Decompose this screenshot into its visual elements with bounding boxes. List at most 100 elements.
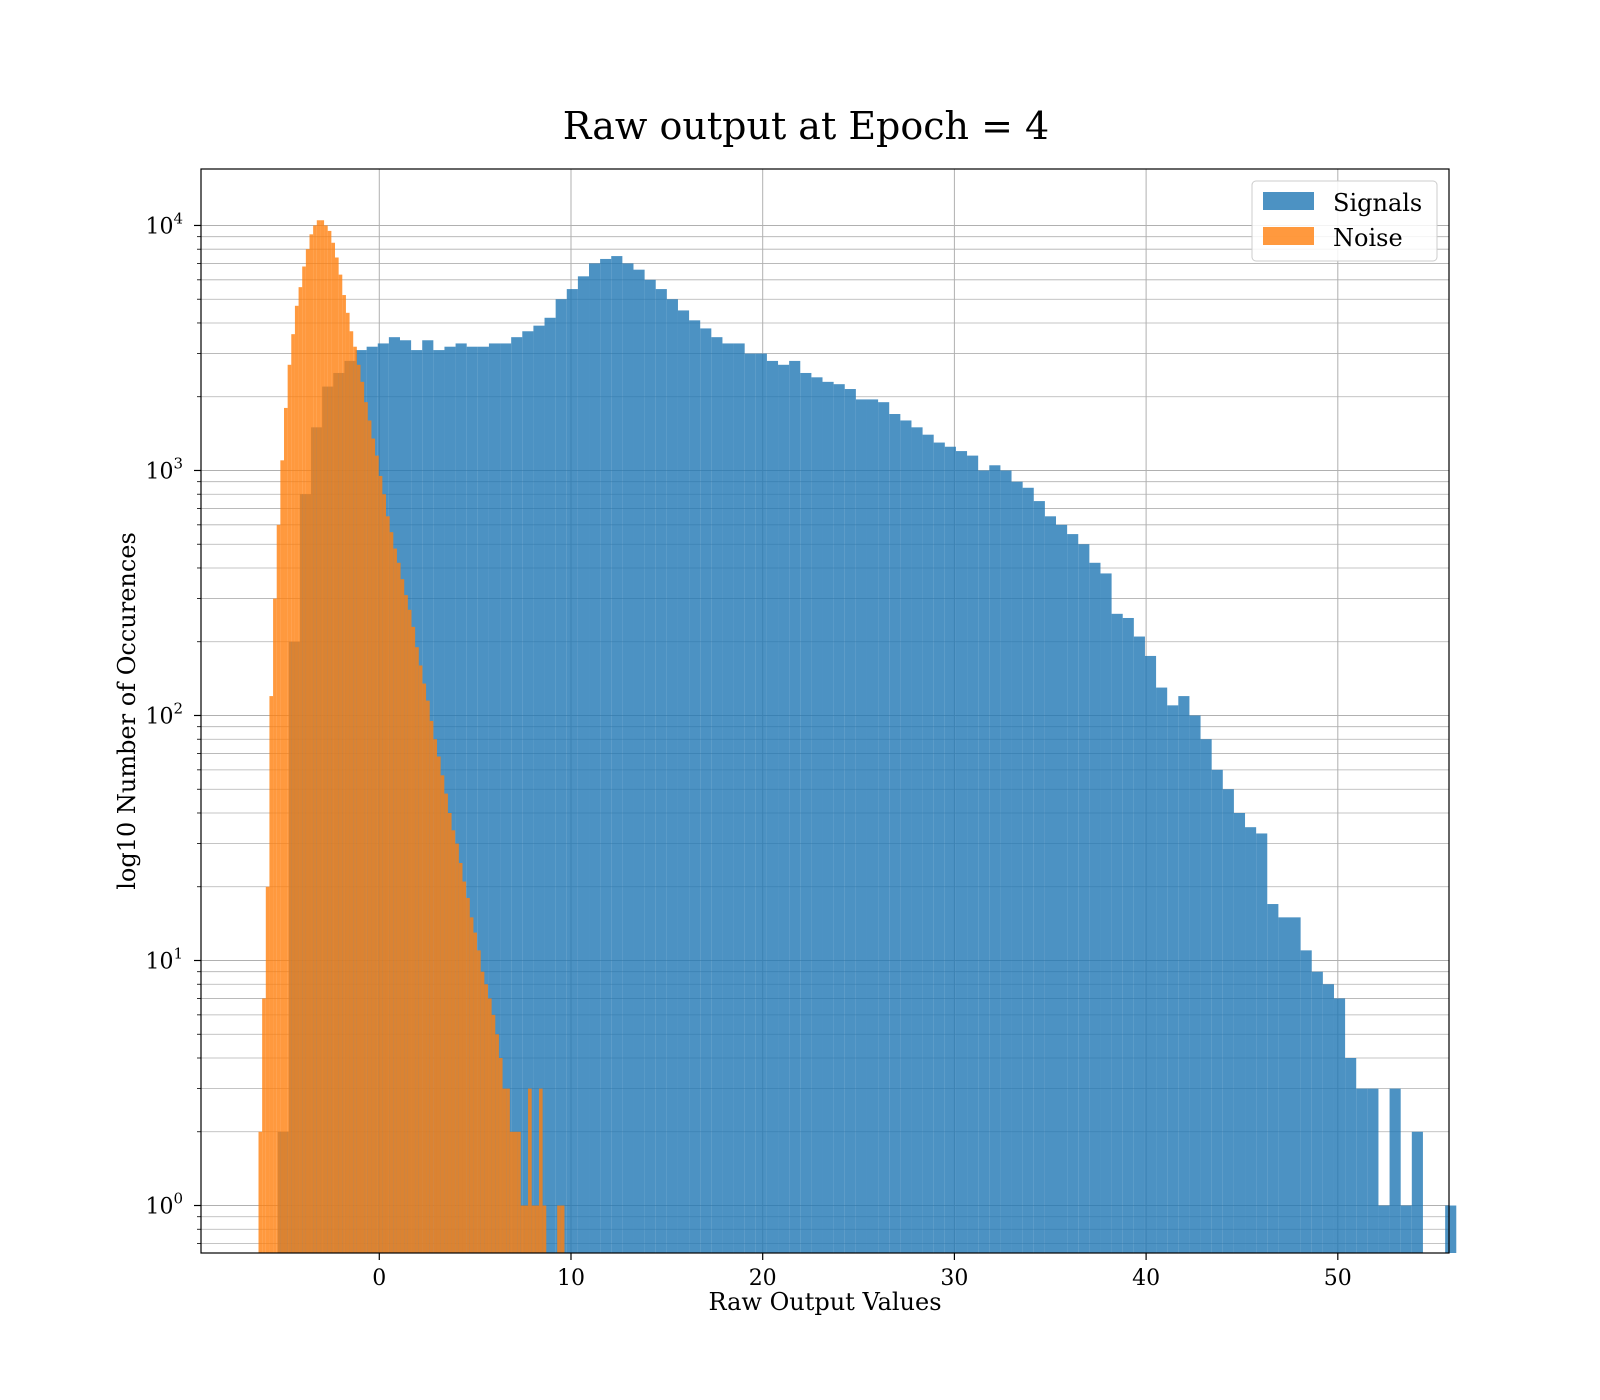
signals-bar: [1022, 487, 1034, 1253]
plot-frame: [200, 168, 1450, 1254]
signals-bar: [922, 434, 934, 1253]
signals-bar: [689, 320, 701, 1254]
signals-bar: [1211, 769, 1223, 1253]
signals-bar: [866, 399, 879, 1254]
noise-bar: [305, 249, 310, 1254]
noise-bar: [455, 843, 459, 1253]
signals-bar: [878, 402, 890, 1253]
signals-bar: [1122, 617, 1134, 1253]
signals-bar: [444, 346, 456, 1253]
noise-bar: [309, 234, 314, 1254]
noise-bar: [528, 1088, 532, 1253]
noise-bar: [411, 626, 416, 1253]
signals-bar: [1167, 705, 1179, 1253]
signals-bar: [1267, 904, 1279, 1253]
noise-bar: [542, 1205, 547, 1253]
signals-bar: [677, 310, 690, 1253]
signals-bar: [1322, 984, 1334, 1253]
signals-bar: [1311, 971, 1323, 1253]
signals-bar: [555, 299, 567, 1253]
signals-bar: [1245, 827, 1257, 1253]
noise-bar: [422, 683, 427, 1253]
legend: Signals Noise: [1251, 180, 1438, 262]
signals-bar: [644, 279, 656, 1253]
noise-bar: [444, 793, 448, 1253]
noise-bar: [331, 242, 336, 1253]
noise-bar: [324, 225, 328, 1254]
signals-bar: [989, 465, 1001, 1253]
signals-bar: [944, 446, 956, 1253]
noise-bar: [342, 295, 346, 1253]
noise-bar: [517, 1131, 521, 1253]
signals-bar: [789, 360, 801, 1253]
noise-bar: [375, 455, 379, 1253]
noise-bar: [404, 595, 408, 1253]
signals-bar: [577, 276, 590, 1254]
noise-bar: [360, 381, 365, 1253]
noise-bar: [276, 524, 281, 1253]
signals-bar: [967, 455, 979, 1253]
noise-bar: [265, 886, 270, 1253]
signals-bar: [766, 360, 779, 1253]
noise-bar: [327, 230, 332, 1254]
y-axis-ticks: 100 101 102 103 104: [145, 209, 201, 1244]
x-tick-label: 0: [372, 1266, 386, 1291]
noise-bar: [316, 220, 321, 1254]
noise-bar: [345, 312, 350, 1253]
noise-bar: [495, 1034, 499, 1253]
noise-bar: [273, 598, 277, 1253]
noise-bar: [349, 331, 354, 1253]
noise-bar: [491, 1014, 496, 1253]
signals-bar: [800, 372, 812, 1253]
signals-bar: [1178, 696, 1190, 1253]
signals-bar: [955, 451, 968, 1253]
noise-bar: [389, 532, 394, 1253]
noise-bar: [338, 274, 343, 1253]
noise-bar: [396, 562, 401, 1253]
noise-bar: [524, 1205, 529, 1253]
signals-bar: [1278, 917, 1290, 1253]
signals-bar: [566, 289, 578, 1253]
signals-bar: [1200, 739, 1212, 1253]
signals-bar: [844, 389, 856, 1253]
signals-bar: [911, 427, 923, 1253]
signals-bar: [1011, 481, 1023, 1254]
signals-bar: [933, 442, 945, 1254]
noise-bar: [367, 420, 372, 1253]
signals-bar: [1333, 998, 1346, 1253]
signals-bar: [500, 343, 512, 1254]
noise-bar: [538, 1088, 543, 1253]
signals-bar: [1189, 715, 1201, 1253]
signals-bar: [733, 343, 745, 1254]
legend-label-signals: Signals: [1333, 189, 1422, 217]
signals-bar: [1078, 544, 1090, 1253]
noise-bar: [418, 665, 423, 1253]
noise-bar: [535, 1205, 539, 1253]
signals-bar: [855, 399, 867, 1254]
signals-bar: [833, 384, 845, 1253]
noise-bar: [433, 739, 437, 1253]
noise-bar: [400, 579, 405, 1253]
y-tick-label: 102: [145, 699, 183, 729]
signals-bar: [900, 420, 912, 1253]
noise-bar: [436, 756, 441, 1253]
signals-bar: [778, 364, 790, 1253]
signals-bar: [1400, 1205, 1412, 1253]
noise-bar: [502, 1088, 507, 1253]
y-tick-label: 104: [145, 209, 183, 239]
x-axis-label: Raw Output Values: [708, 1288, 941, 1316]
noise-bar: [466, 897, 470, 1253]
noise-bar: [440, 775, 445, 1253]
signals-bar: [711, 337, 723, 1253]
noise-bar: [513, 1131, 518, 1253]
signals-bar: [1411, 1131, 1423, 1253]
noise-bar: [451, 830, 456, 1253]
signals-bar: [1033, 501, 1045, 1253]
noise-bar: [415, 647, 419, 1253]
noise-bar: [557, 1205, 561, 1253]
signals-bar: [1056, 524, 1068, 1253]
signals-bar: [1144, 655, 1157, 1253]
noise-bar: [462, 881, 467, 1253]
signals-bar: [655, 289, 667, 1253]
